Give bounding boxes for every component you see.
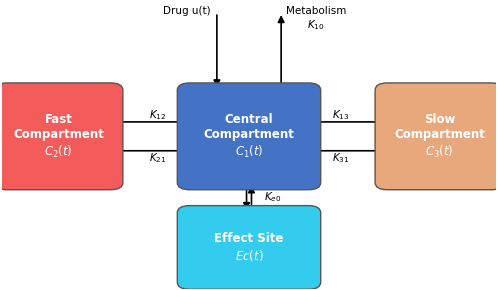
Text: $K_{e0}$: $K_{e0}$ — [264, 190, 281, 204]
Text: $K_{12}$: $K_{12}$ — [149, 108, 166, 122]
FancyBboxPatch shape — [0, 83, 123, 190]
Text: Effect Site
$Ec(t)$: Effect Site $Ec(t)$ — [214, 232, 284, 263]
Text: Fast
Compartment
$C_2(t)$: Fast Compartment $C_2(t)$ — [13, 113, 104, 160]
Text: Central
Compartment
$C_1(t)$: Central Compartment $C_1(t)$ — [204, 113, 294, 160]
Text: $K_{10}$: $K_{10}$ — [307, 18, 325, 32]
Text: Drug u(t): Drug u(t) — [163, 6, 211, 16]
FancyBboxPatch shape — [177, 83, 321, 190]
Text: $K_{31}$: $K_{31}$ — [332, 151, 349, 165]
Text: $K_{21}$: $K_{21}$ — [149, 151, 166, 165]
Text: Slow
Compartment
$C_3(t)$: Slow Compartment $C_3(t)$ — [394, 113, 485, 160]
Text: Metabolism: Metabolism — [285, 6, 346, 16]
FancyBboxPatch shape — [177, 206, 321, 289]
FancyBboxPatch shape — [375, 83, 498, 190]
Text: $K_{13}$: $K_{13}$ — [332, 108, 349, 122]
